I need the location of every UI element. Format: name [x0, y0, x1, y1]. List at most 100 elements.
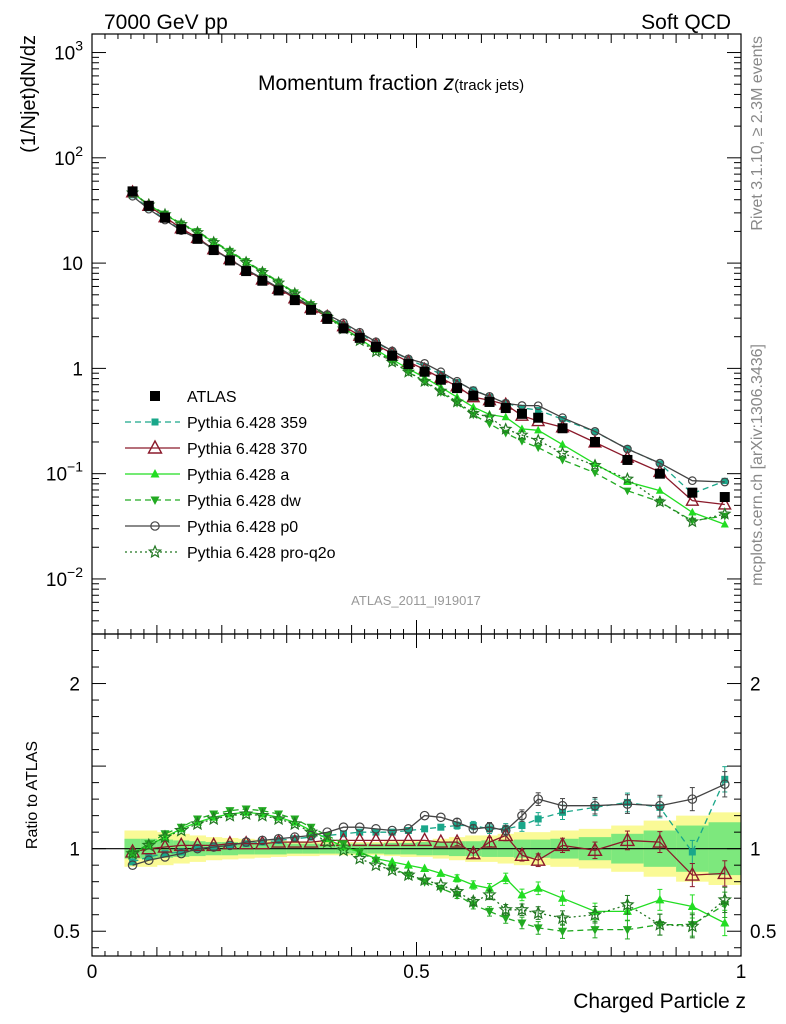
series-point-ratio — [719, 779, 730, 790]
atlas-point — [403, 359, 414, 370]
series-point-ratio — [555, 910, 570, 925]
legend-label: Pythia 6.428 p0 — [187, 519, 298, 536]
series-point-main — [533, 401, 543, 411]
series-point-main — [207, 235, 221, 249]
series-point-ratio — [371, 856, 381, 866]
series-point-ratio — [421, 825, 429, 833]
series-point-ratio — [590, 926, 600, 935]
atlas-point — [452, 383, 463, 394]
series-point-ratio — [287, 816, 302, 831]
series-point-main — [434, 384, 448, 397]
series-point-ratio — [275, 836, 283, 844]
series-point-ratio — [206, 811, 221, 826]
series-point-main — [653, 494, 667, 508]
series-point-main — [718, 507, 732, 520]
atlas-point — [354, 332, 365, 343]
rivet-label: Rivet 3.1.10, ≥ 2.3M events — [749, 36, 766, 231]
atlas-point — [192, 233, 203, 244]
series-point-main — [720, 477, 730, 487]
series-point-ratio — [352, 831, 368, 847]
series-point-ratio — [468, 824, 479, 834]
series-point-ratio — [371, 824, 381, 834]
series-point-main — [721, 477, 728, 485]
legend-marker — [150, 496, 160, 505]
series-point-ratio — [225, 807, 235, 816]
series-point-ratio — [354, 822, 365, 832]
series-point-main — [223, 245, 237, 258]
series-point-main — [685, 514, 700, 528]
series-line-main — [132, 192, 725, 522]
legend-marker — [151, 418, 159, 426]
series-point-main — [623, 444, 632, 454]
series-point-ratio — [655, 894, 665, 904]
series-point-ratio — [720, 917, 730, 927]
series-point-ratio — [320, 834, 335, 849]
series-point-main — [620, 471, 635, 485]
series-point-ratio — [466, 893, 481, 908]
series-point-ratio — [290, 815, 300, 824]
series-point-ratio — [416, 831, 433, 847]
series-point-ratio — [287, 833, 303, 848]
series-point-main — [485, 409, 494, 418]
legend-marker — [147, 544, 163, 559]
legend: ATLAS Pythia 6.428 359 Pythia 6.428 370 Pyt… — [125, 389, 336, 562]
series-point-ratio — [176, 823, 186, 833]
series-line-ratio — [132, 834, 725, 876]
series-point-ratio — [258, 838, 266, 846]
series-point-ratio — [517, 889, 527, 899]
legend-marker — [150, 391, 160, 401]
series-point-ratio — [177, 848, 185, 856]
series-point-ratio — [403, 824, 414, 834]
atlas-point — [306, 304, 317, 315]
series-point-ratio — [400, 831, 417, 847]
series-point-ratio — [336, 842, 351, 857]
axes-group — [91, 33, 742, 957]
x-tick-label: 0.5 — [403, 962, 429, 983]
series-point-main — [466, 406, 480, 419]
series-point-main — [531, 433, 545, 446]
y-axis-label: (1/Njet)dN/dz — [18, 35, 40, 153]
series-point-ratio — [557, 800, 568, 811]
y-tick-label: 10 — [62, 254, 83, 275]
legend-item: Pythia 6.428 p0 — [125, 519, 298, 536]
series-point-ratio — [558, 927, 568, 937]
y-tick-label: 10−2 — [46, 564, 83, 591]
series-point-ratio — [208, 842, 219, 852]
series-point-ratio — [687, 794, 698, 804]
series-point-ratio — [419, 810, 430, 821]
atlas-point — [589, 436, 600, 447]
series-point-ratio — [273, 833, 284, 844]
series-point-ratio — [189, 836, 206, 852]
series-point-main — [453, 378, 461, 386]
chart-title-subscript: (track jets) — [454, 77, 524, 94]
series-point-main — [558, 456, 567, 465]
series-point-ratio — [533, 794, 543, 804]
ratio-tick-label-left: 0.5 — [54, 922, 80, 943]
atlas-point — [241, 266, 252, 277]
atlas-point — [687, 487, 698, 498]
atlas-point — [419, 366, 430, 377]
series-point-ratio — [531, 905, 546, 920]
series-line-ratio — [132, 813, 726, 927]
series-point-ratio — [717, 892, 733, 906]
series-point-ratio — [190, 816, 205, 831]
series-point-ratio — [255, 807, 270, 822]
series-point-ratio — [587, 907, 603, 921]
series-point-ratio — [384, 831, 400, 847]
series-point-ratio — [518, 822, 526, 830]
x-axis-label: Charged Particle z — [573, 990, 746, 1013]
series-point-ratio — [514, 846, 530, 861]
series-point-ratio — [620, 897, 635, 911]
series-point-ratio — [417, 872, 432, 887]
series-point-ratio — [141, 837, 156, 852]
series-point-main — [687, 476, 697, 486]
atlas-point — [468, 390, 479, 401]
series-point-main — [590, 459, 600, 467]
series-point-ratio — [303, 833, 319, 848]
series-line-main — [132, 195, 725, 483]
legend-item: Pythia 6.428 dw — [125, 493, 301, 510]
series-point-ratio — [530, 851, 546, 866]
series-point-main — [588, 458, 602, 471]
series-point-ratio — [514, 902, 530, 916]
